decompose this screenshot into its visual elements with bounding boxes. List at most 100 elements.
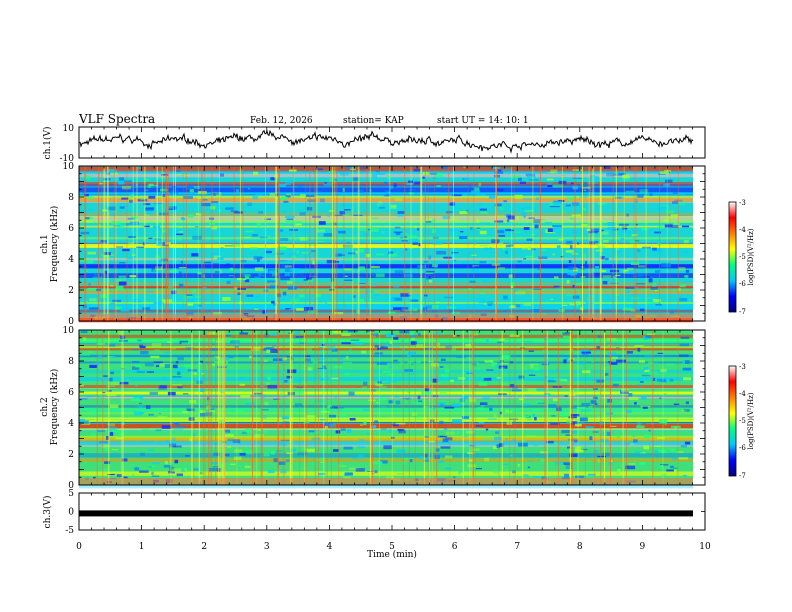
spectral-speckle xyxy=(402,309,413,311)
spectral-speckle xyxy=(201,372,205,375)
spectral-speckle xyxy=(117,340,123,344)
spectral-speckle xyxy=(338,254,345,256)
spectral-band xyxy=(79,258,693,261)
spectral-speckle xyxy=(238,377,244,381)
spectral-speckle xyxy=(264,218,272,220)
spectral-speckle xyxy=(661,473,667,476)
spectral-speckle xyxy=(139,345,146,349)
spectral-speckle xyxy=(309,275,317,277)
spectral-speckle xyxy=(432,305,439,309)
spectral-speckle xyxy=(135,364,142,368)
spectral-speckle xyxy=(176,233,184,235)
spectral-speckle xyxy=(320,411,330,413)
spectral-speckle xyxy=(271,300,275,304)
spectral-speckle xyxy=(79,418,85,422)
spectral-speckle xyxy=(612,372,618,374)
y-tick-label: 2 xyxy=(68,286,74,296)
spectral-speckle xyxy=(673,467,678,469)
spectral-speckle xyxy=(682,360,685,364)
spectral-speckle xyxy=(151,440,154,443)
spectral-speckle xyxy=(512,385,518,389)
spectral-speckle xyxy=(641,374,651,377)
spectral-speckle xyxy=(408,192,415,195)
spectral-speckle xyxy=(635,283,646,285)
spectral-speckle xyxy=(288,307,292,310)
spectral-speckle xyxy=(452,260,457,262)
spectral-impulse xyxy=(610,330,611,485)
spectral-speckle xyxy=(160,246,170,250)
spectral-speckle xyxy=(83,337,87,341)
spectral-impulse xyxy=(569,330,571,485)
spectral-speckle xyxy=(416,344,424,347)
spectral-speckle xyxy=(569,303,575,306)
spectral-speckle xyxy=(199,471,203,475)
spectral-speckle xyxy=(231,243,240,247)
spectral-speckle xyxy=(417,228,420,231)
spectral-speckle xyxy=(604,306,607,309)
spectral-band xyxy=(79,304,693,309)
spectral-speckle xyxy=(187,303,194,306)
spectral-impulse xyxy=(265,166,266,321)
spectral-speckle xyxy=(152,225,161,230)
spectral-speckle xyxy=(602,231,609,235)
spectral-speckle xyxy=(234,345,239,348)
spectral-speckle xyxy=(107,418,113,421)
spectral-speckle xyxy=(357,189,364,193)
spectral-impulse xyxy=(600,330,602,485)
spectral-speckle xyxy=(358,282,366,284)
spectral-speckle xyxy=(377,347,381,351)
spectral-speckle xyxy=(162,193,166,198)
spectral-speckle xyxy=(480,212,489,214)
spectral-speckle xyxy=(340,428,346,431)
spectral-speckle xyxy=(383,194,391,197)
spectral-speckle xyxy=(172,468,182,472)
spectral-speckle xyxy=(296,250,299,254)
spectral-speckle xyxy=(110,254,115,256)
spectral-speckle xyxy=(415,417,422,420)
spectral-speckle xyxy=(572,202,580,206)
spectral-speckle xyxy=(641,169,644,173)
spectral-speckle xyxy=(152,269,159,272)
spectral-impulse xyxy=(423,330,425,485)
spectral-speckle xyxy=(569,217,574,220)
spectral-speckle xyxy=(467,184,472,188)
spectral-speckle xyxy=(509,334,520,337)
spectral-impulse xyxy=(239,166,241,321)
spectral-speckle xyxy=(489,251,495,253)
spectral-speckle xyxy=(169,466,175,471)
spectral-impulse xyxy=(626,330,627,485)
spectral-speckle xyxy=(110,213,117,217)
spectral-speckle xyxy=(345,258,353,261)
spectral-speckle xyxy=(627,229,631,231)
spectral-speckle xyxy=(595,249,603,252)
spectral-speckle xyxy=(477,407,484,411)
spectral-speckle xyxy=(602,281,608,285)
spectral-speckle xyxy=(247,187,251,190)
spectral-speckle xyxy=(375,170,380,173)
spectral-speckle xyxy=(682,367,692,371)
spectral-speckle xyxy=(628,463,636,467)
spectral-speckle xyxy=(389,340,392,344)
y-tick-label: 6 xyxy=(68,224,74,234)
spectral-speckle xyxy=(621,227,624,229)
spectral-speckle xyxy=(341,333,351,336)
spectral-speckle xyxy=(311,250,316,252)
spectral-speckle xyxy=(169,269,178,273)
spectral-speckle xyxy=(375,273,385,278)
spectral-impulse xyxy=(104,166,106,321)
spectral-speckle xyxy=(103,252,111,256)
spectral-impulse xyxy=(96,330,98,485)
spectral-speckle xyxy=(579,417,588,422)
spectral-impulse xyxy=(326,330,328,485)
spectral-speckle xyxy=(380,346,388,350)
spectral-speckle xyxy=(388,251,394,255)
spectral-speckle xyxy=(469,445,475,447)
spectral-speckle xyxy=(254,434,264,438)
spectral-speckle xyxy=(363,381,368,386)
spectral-speckle xyxy=(592,272,602,277)
spectral-speckle xyxy=(478,300,487,304)
spectral-speckle xyxy=(180,260,184,264)
spectral-speckle xyxy=(601,270,606,273)
spectral-speckle xyxy=(478,182,482,187)
spectral-speckle xyxy=(214,270,220,275)
